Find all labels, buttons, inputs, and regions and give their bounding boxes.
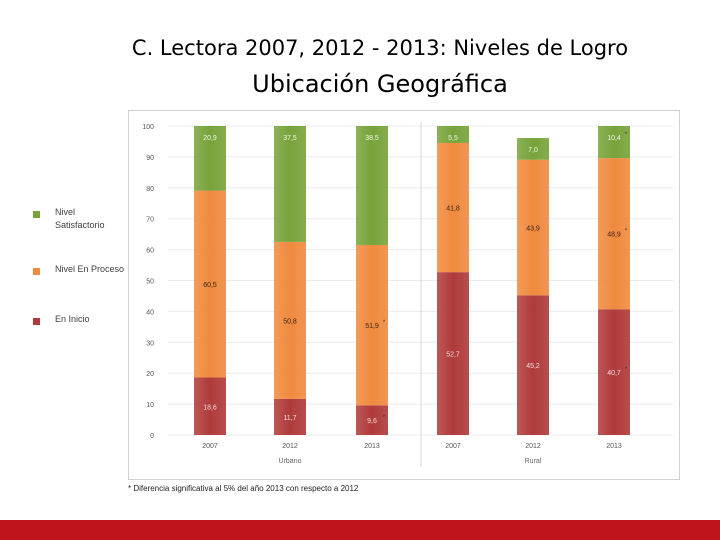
group-label: Rural [525, 458, 542, 465]
y-tick-label: 10 [146, 402, 154, 409]
data-label-satisfactorio-2: 38,5 [365, 135, 379, 142]
legend-item-proceso: Nivel En Proceso [33, 263, 125, 276]
bar-satisfactorio-2 [356, 126, 388, 245]
bar-satisfactorio-5 [598, 126, 630, 159]
data-label-satisfactorio-4: 7,0 [528, 147, 538, 154]
legend-label-inicio: En Inicio [55, 314, 90, 324]
data-label-inicio-5: 40,7 [607, 370, 621, 377]
bar-inicio-0 [194, 377, 226, 435]
y-tick-label: 100 [142, 124, 154, 131]
data-label-inicio-3: 52,7 [446, 352, 460, 359]
legend-swatch-proceso [33, 268, 40, 275]
group-label: Urbano [279, 458, 302, 465]
data-label-satisfactorio-0: 20,9 [203, 135, 217, 142]
bar-satisfactorio-1 [274, 126, 306, 242]
y-tick-label: 60 [146, 248, 154, 255]
slide-subtitle: Ubicación Geográfica [252, 70, 508, 98]
chart-frame [128, 110, 680, 480]
data-label-proceso-3: 41,8 [446, 206, 460, 213]
data-label-satisfactorio-1: 37,5 [283, 135, 297, 142]
legend-label-satisfactorio: Nivel Satisfactorio [55, 207, 105, 230]
y-tick-label: 70 [146, 217, 154, 224]
data-label-proceso-5: 48,9 [607, 232, 621, 239]
y-tick-label: 0 [150, 433, 154, 440]
legend-item-satisfactorio: Nivel Satisfactorio [33, 206, 125, 232]
data-label-satisfactorio-5: 10,4 [607, 135, 621, 142]
x-tick-label: 2007 [445, 443, 461, 450]
legend-swatch-satisfactorio [33, 211, 40, 218]
data-label-inicio-1: 11,7 [283, 415, 296, 422]
data-label-proceso-1: 50,8 [283, 318, 297, 325]
bar-proceso-1 [274, 241, 306, 399]
bar-proceso-2 [356, 244, 388, 406]
significance-mark: * [625, 132, 628, 138]
y-tick-label: 20 [146, 371, 154, 378]
bar-satisfactorio-3 [437, 126, 469, 143]
y-tick-label: 80 [146, 186, 154, 193]
data-label-proceso-2: 51,9 [365, 323, 379, 330]
bar-proceso-4 [517, 159, 549, 296]
y-tick-label: 40 [146, 309, 154, 316]
bar-proceso-5 [598, 158, 630, 310]
bar-satisfactorio-4 [517, 138, 549, 160]
footer-band [0, 520, 720, 540]
legend-swatch-inicio [33, 318, 40, 325]
legend-label-proceso: Nivel En Proceso [55, 264, 125, 274]
slide-title: C. Lectora 2007, 2012 - 2013: Niveles de… [131, 36, 629, 60]
x-tick-label: 2012 [525, 443, 541, 450]
bar-proceso-0 [194, 190, 226, 378]
data-label-inicio-2: 9,6 [367, 418, 377, 425]
y-tick-label: 30 [146, 340, 154, 347]
significance-mark: * [625, 367, 628, 373]
bar-proceso-3 [437, 142, 469, 273]
stacked-bar-chart: 0 10 20 30 40 50 60 70 80 90 100 18,6 60,5 20,9 2007 11… [142, 122, 673, 467]
bar-inicio-1 [274, 398, 306, 435]
significance-mark: * [383, 415, 386, 421]
x-tick-label: 2007 [202, 443, 218, 450]
y-tick-label: 90 [146, 155, 154, 162]
significance-mark: * [625, 229, 628, 235]
data-label-proceso-0: 60,5 [203, 282, 217, 289]
bar-satisfactorio-0 [194, 126, 226, 191]
data-label-satisfactorio-3: 5,5 [448, 135, 458, 142]
data-label-inicio-0: 18,6 [203, 404, 217, 411]
bar-inicio-3 [437, 272, 469, 435]
significance-mark: * [383, 320, 386, 326]
x-tick-label: 2013 [364, 443, 380, 450]
legend-item-inicio: En Inicio [33, 313, 125, 326]
data-label-proceso-4: 43,9 [526, 226, 540, 233]
bar-inicio-5 [598, 309, 630, 435]
x-tick-label: 2013 [606, 443, 622, 450]
bar-inicio-4 [517, 295, 549, 435]
data-label-inicio-4: 45,2 [526, 363, 540, 370]
bar-inicio-2 [356, 405, 388, 435]
x-tick-label: 2012 [282, 443, 298, 450]
y-tick-label: 50 [146, 279, 154, 286]
footnote: * Diferencia significativa al 5% del año… [128, 484, 359, 493]
